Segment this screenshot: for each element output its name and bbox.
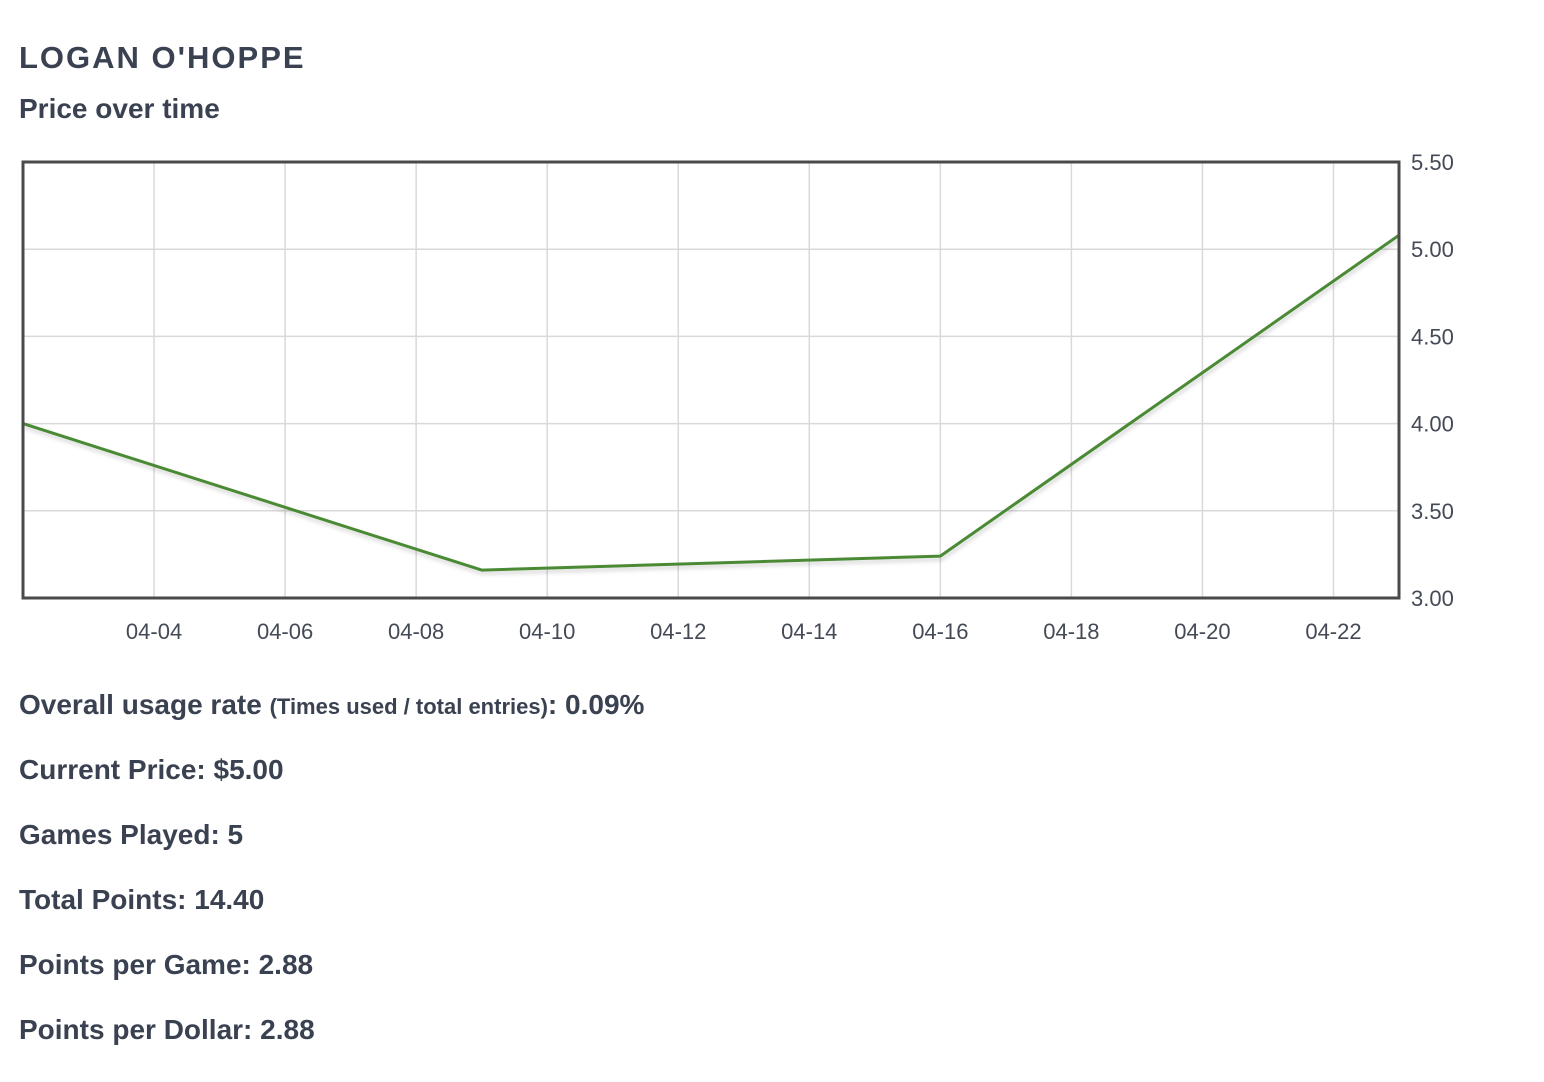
games-played: Games Played: 5 xyxy=(19,819,244,850)
chart-title: Price over time xyxy=(19,93,220,124)
x-tick-label: 04-12 xyxy=(650,619,706,644)
x-tick-label: 04-14 xyxy=(781,619,837,644)
x-tick-label: 04-22 xyxy=(1305,619,1361,644)
y-axis-ticks: 3.00 3.50 4.00 4.50 5.00 5.50 xyxy=(1411,150,1454,611)
x-tick-label: 04-06 xyxy=(257,619,313,644)
y-tick-label: 4.50 xyxy=(1411,324,1454,349)
player-stats: Overall usage rate (Times used / total e… xyxy=(19,688,644,1078)
x-tick-label: 04-16 xyxy=(912,619,968,644)
total-points: Total Points: 14.40 xyxy=(19,884,265,915)
points-per-dollar: Points per Dollar: 2.88 xyxy=(19,1014,315,1045)
x-tick-label: 04-20 xyxy=(1174,619,1230,644)
y-tick-label: 3.00 xyxy=(1411,586,1454,611)
usage-rate-note: (Times used / total entries) xyxy=(269,694,548,719)
y-tick-label: 4.00 xyxy=(1411,412,1454,437)
chart-grid xyxy=(23,162,1399,598)
points-per-game: Points per Game: 2.88 xyxy=(19,949,314,980)
usage-rate: Overall usage rate (Times used / total e… xyxy=(19,688,644,721)
x-tick-label: 04-18 xyxy=(1043,619,1099,644)
y-tick-label: 3.50 xyxy=(1411,499,1454,524)
x-tick-label: 04-08 xyxy=(388,619,444,644)
price-line xyxy=(22,233,1400,572)
player-name: LOGAN O'HOPPE xyxy=(19,40,306,75)
x-axis-ticks: 04-04 04-06 04-08 04-10 04-12 04-14 04-16 04-18… xyxy=(126,619,1362,644)
current-price: Current Price: $5.00 xyxy=(19,754,284,785)
y-tick-label: 5.50 xyxy=(1411,150,1454,175)
usage-rate-value: : 0.09% xyxy=(547,689,645,720)
y-tick-label: 5.00 xyxy=(1411,237,1454,262)
x-tick-label: 04-04 xyxy=(126,619,182,644)
usage-rate-label: Overall usage rate xyxy=(19,689,270,720)
chart-series xyxy=(22,233,1400,572)
x-tick-label: 04-10 xyxy=(519,619,575,644)
price-chart: 04-04 04-06 04-08 04-10 04-12 04-14 04-16 04-18… xyxy=(21,150,1454,644)
plot-border xyxy=(21,160,1401,600)
